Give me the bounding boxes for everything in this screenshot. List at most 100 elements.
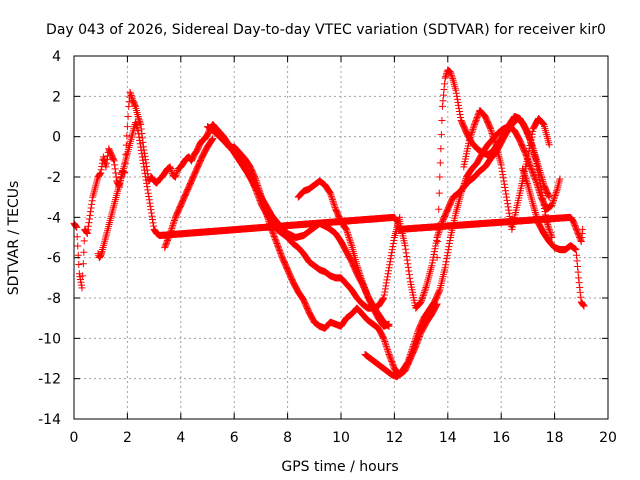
data-point [404,359,412,367]
data-point [385,322,393,330]
data-point [346,237,354,245]
data-point [541,208,549,216]
data-point [404,260,412,268]
data-point [135,130,143,138]
data-point [170,218,178,226]
x-tick-label: 4 [176,430,185,446]
data-point [380,334,388,342]
data-point [88,197,96,205]
data-point [411,338,419,346]
data-point [422,284,430,292]
data-point [393,217,401,225]
data-point [149,219,157,227]
data-point [354,265,362,273]
data-point [531,207,539,215]
data-point [97,166,105,174]
data-point [575,274,583,282]
data-point [438,117,446,125]
data-point [533,180,541,188]
data-point [171,173,179,181]
data-point [470,122,478,130]
data-point [169,221,177,229]
data-point [383,276,391,284]
data-point [136,140,144,148]
data-point [343,229,351,237]
data-point [487,126,495,134]
data-point [540,201,548,209]
data-point [331,202,339,210]
data-point [166,163,174,171]
data-point [522,175,530,183]
data-point [170,217,178,225]
data-point [111,165,119,173]
data-point [538,119,546,127]
data-point [520,170,528,178]
data-point [405,271,413,279]
data-point [574,268,582,276]
data-point [501,187,509,195]
data-point [489,131,497,139]
data-point [442,261,450,269]
data-point [437,145,445,153]
data-point [172,171,180,179]
data-point [577,293,585,301]
data-point [110,157,118,165]
data-point [454,98,462,106]
data-point [444,246,452,254]
data-point [420,290,428,298]
data-point [127,90,135,98]
data-point [439,97,447,105]
data-point [531,208,539,216]
data-point [144,186,152,194]
series-9 [460,106,553,233]
data-point [504,200,512,208]
data-point [403,252,411,260]
x-tick-label: 16 [492,430,510,446]
data-point [139,160,147,168]
data-point [465,137,473,145]
data-point [405,267,413,275]
data-point [407,349,415,357]
data-point [442,73,450,81]
y-tick-label: -8 [47,291,61,307]
data-point [406,274,414,282]
data-point [405,354,413,362]
data-point [384,270,392,278]
x-tick-label: 20 [599,430,617,446]
data-point [500,177,508,185]
data-point [441,264,449,272]
data-point [574,263,582,271]
data-point [383,344,391,352]
data-point [389,240,397,248]
data-point [575,279,583,287]
data-point [449,75,457,83]
data-point [379,295,387,303]
y-tick-label: -4 [47,210,61,226]
data-point [150,222,158,230]
data-point [389,243,397,251]
data-point [435,189,443,197]
data-point [539,119,547,127]
data-point [499,171,507,179]
data-point [127,92,135,100]
data-point [143,183,151,191]
data-point [208,135,216,143]
data-point [522,176,530,184]
data-point [409,344,417,352]
data-point [402,245,410,253]
data-point [481,112,489,120]
series-10 [519,165,588,310]
y-tick-label: 4 [52,49,61,65]
data-point [88,200,96,208]
data-point [503,193,511,201]
data-point [435,287,443,295]
data-point [384,347,392,355]
data-point [453,92,461,100]
data-point [386,261,394,269]
data-point [84,226,92,234]
data-point [96,171,104,179]
data-point [453,95,461,103]
data-point [531,176,539,184]
data-point [382,341,390,349]
data-point [103,159,111,167]
